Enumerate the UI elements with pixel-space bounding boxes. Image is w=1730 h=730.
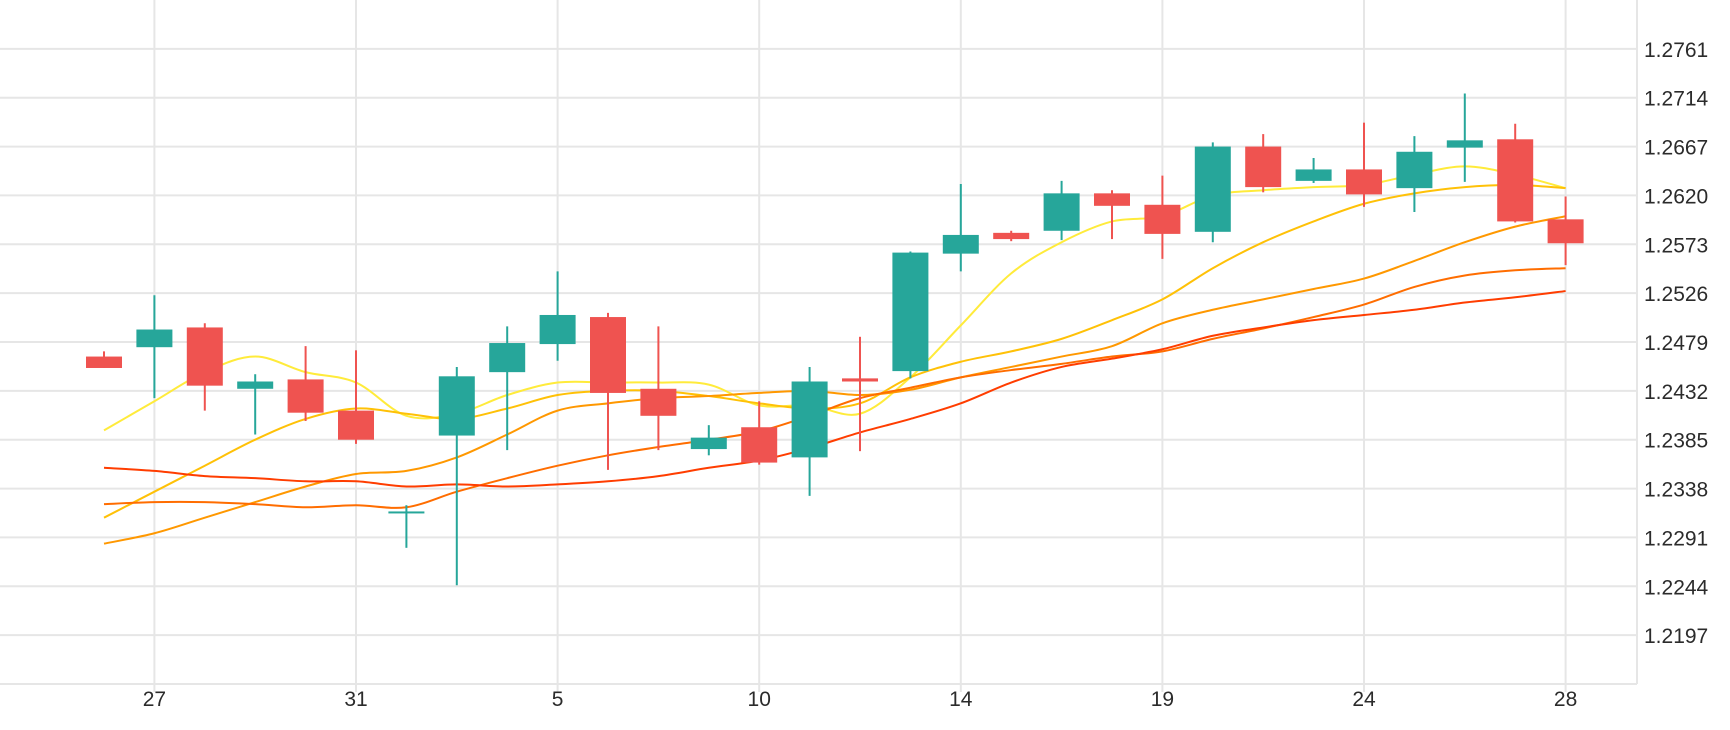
grid [0, 0, 1637, 684]
candle-down[interactable] [741, 401, 778, 465]
moving-average-line-1 [103, 165, 1566, 432]
candle-up[interactable] [1194, 142, 1231, 243]
candle-up[interactable] [237, 374, 274, 435]
price-tick-label: 1.2244 [1644, 576, 1709, 599]
price-tick-label: 1.2714 [1644, 88, 1709, 111]
moving-average-line-4 [103, 267, 1566, 509]
price-tick-label: 1.2338 [1644, 479, 1708, 502]
candle-body [1043, 193, 1080, 231]
candle-up[interactable] [1446, 93, 1483, 182]
time-tick-label: 5 [552, 688, 564, 711]
candle-body [1396, 151, 1433, 189]
time-tick-label: 14 [949, 688, 973, 711]
candle-up[interactable] [489, 326, 526, 451]
candle-body [892, 252, 929, 372]
candle-down[interactable] [1346, 122, 1382, 207]
candle-down[interactable] [842, 336, 878, 452]
candle-body [186, 327, 223, 386]
candle-body [741, 427, 778, 463]
candle-down[interactable] [338, 350, 374, 444]
candle-body [338, 410, 374, 440]
candle-body [1547, 219, 1584, 244]
candle-down[interactable] [1094, 190, 1130, 240]
candle-down[interactable] [1497, 123, 1534, 223]
candle-body [1245, 146, 1282, 188]
moving-average-line-5 [103, 290, 1566, 488]
moving-average-lines [103, 165, 1566, 545]
candle-body [1144, 204, 1181, 234]
candle-up[interactable] [438, 366, 475, 586]
price-tick-label: 1.2667 [1644, 137, 1708, 160]
price-tick-label: 1.2291 [1644, 527, 1708, 550]
price-tick-label: 1.2479 [1644, 332, 1708, 355]
candle-body [1094, 193, 1130, 206]
candle-body [287, 379, 324, 413]
candle-body [1194, 146, 1231, 232]
candle-up[interactable] [791, 366, 828, 496]
candle-down[interactable] [590, 312, 626, 470]
candle-body [539, 314, 576, 345]
moving-average-line-3 [103, 215, 1566, 545]
time-tick-label: 10 [748, 688, 771, 711]
candle-up[interactable] [942, 183, 979, 272]
price-tick-label: 1.2761 [1644, 39, 1708, 62]
price-tick-label: 1.2432 [1644, 381, 1708, 404]
price-tick-label: 1.2620 [1644, 185, 1708, 208]
time-tick-label: 31 [344, 688, 367, 711]
candle-down[interactable] [1547, 196, 1584, 266]
candle-body [590, 317, 626, 393]
candle-body [791, 381, 828, 458]
moving-average-line-2 [103, 184, 1566, 519]
candle-up[interactable] [690, 425, 727, 456]
price-tick-label: 1.2385 [1644, 430, 1708, 453]
time-axis[interactable]: 27 31 5 10 14 19 24 28 [143, 684, 1578, 711]
candle-down[interactable] [993, 230, 1030, 242]
candle-up[interactable] [539, 271, 576, 361]
candle-down[interactable] [640, 326, 677, 451]
candle-down[interactable] [1245, 134, 1282, 193]
time-tick-label: 28 [1554, 688, 1577, 711]
candle-down[interactable] [86, 351, 122, 368]
time-tick-label: 24 [1352, 688, 1376, 711]
candle-body [690, 437, 727, 450]
candle-body [1446, 140, 1483, 148]
candle-down[interactable] [1144, 175, 1181, 259]
candle-body [438, 376, 475, 436]
candle-body [237, 381, 274, 389]
candle-body [1346, 169, 1382, 195]
candle-body [388, 511, 425, 514]
candle-up[interactable] [1396, 136, 1433, 213]
candle-body [640, 388, 677, 416]
candle-down[interactable] [287, 346, 324, 422]
candle-body [1295, 169, 1332, 181]
price-axis[interactable]: 1.2197 1.2244 1.2291 1.2338 1.2385 1.2432 1.24… [1644, 39, 1709, 648]
candle-body [489, 343, 526, 373]
candle-up[interactable] [388, 505, 425, 548]
candle-body [1497, 139, 1534, 222]
candle-body [86, 356, 122, 368]
candle-down[interactable] [186, 323, 223, 411]
candle-body [842, 378, 878, 382]
candle-up[interactable] [1043, 180, 1080, 241]
candle-body [136, 329, 173, 348]
candle-up[interactable] [136, 295, 173, 399]
candle-body [942, 234, 979, 254]
time-tick-label: 27 [143, 688, 166, 711]
candle-body [993, 232, 1030, 240]
candles [86, 93, 1584, 586]
candle-up[interactable] [892, 251, 929, 379]
price-tick-label: 1.2573 [1644, 234, 1708, 257]
price-tick-label: 1.2197 [1644, 625, 1708, 648]
candle-up[interactable] [1295, 158, 1332, 183]
price-tick-label: 1.2526 [1644, 283, 1708, 306]
time-tick-label: 19 [1151, 688, 1174, 711]
